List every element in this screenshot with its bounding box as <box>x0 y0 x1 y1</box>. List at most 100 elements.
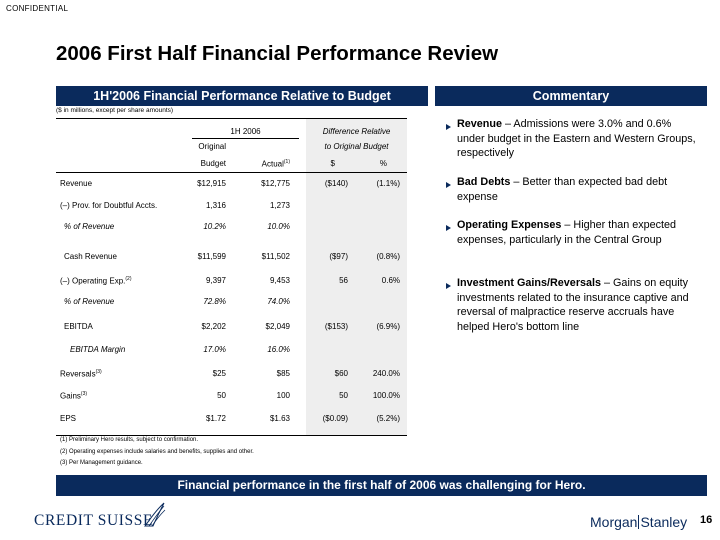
cell-pct: 100.0% <box>372 391 400 400</box>
footnote-1: (1) Preliminary Hero results, subject to… <box>60 437 199 443</box>
cell-actual: $85 <box>276 369 290 378</box>
row-label-ebitda-margin: EBITDA Margin <box>70 345 126 354</box>
cell-budget: 50 <box>217 391 226 400</box>
commentary-text: – Higher than expected expenses, particu… <box>457 219 677 246</box>
row-label-ebitda: EBITDA <box>64 322 93 331</box>
commentary-bold: Investment Gains/Reversals <box>457 277 602 289</box>
cell-pct: (1.1%) <box>376 179 400 188</box>
cell-budget: 1,316 <box>205 201 226 210</box>
table-section-header: 1H'2006 Financial Performance Relative t… <box>56 86 428 106</box>
commentary-bad-debts: Bad Debts – Better than expected bad deb… <box>457 175 697 204</box>
sail-icon <box>144 502 166 527</box>
row-label-sup: (3) <box>95 369 102 375</box>
cell-diff: 56 <box>339 276 348 285</box>
morgan-stanley-wordmark-b: Stanley <box>640 514 688 530</box>
cell-actual: $12,775 <box>261 179 290 188</box>
row-label-gains: Gains(3) <box>60 391 87 401</box>
cell-budget: 10.2% <box>203 222 226 231</box>
row-label-text: (–) Operating Exp. <box>60 276 126 286</box>
col-actual-label: Actual <box>261 159 284 169</box>
difference-column-shade <box>306 118 407 436</box>
cell-budget: 9,397 <box>205 276 226 285</box>
table-bottom-rule <box>56 435 407 436</box>
group-header: 1H 2006 <box>230 127 261 136</box>
cell-pct: 240.0% <box>372 369 400 378</box>
page-title: 2006 First Half Financial Performance Re… <box>56 42 499 65</box>
logo-divider <box>638 515 640 529</box>
col-original-line2: Budget <box>200 159 226 168</box>
confidential-label: CONFIDENTIAL <box>6 4 69 13</box>
commentary-bold: Operating Expenses <box>457 219 562 231</box>
cell-budget: $12,915 <box>197 179 226 188</box>
row-label-text: Gains <box>60 391 81 401</box>
commentary-text: – Admissions were 3.0% and 0.6% under bu… <box>457 118 696 160</box>
row-label-provision: (–) Prov. for Doubtful Accts. <box>60 201 158 210</box>
conclusion-banner: Financial performance in the first half … <box>56 475 707 496</box>
commentary-investment-gains: Investment Gains/Reversals – Gains on eq… <box>457 276 697 334</box>
cell-budget: 72.8% <box>203 297 226 306</box>
row-label-sup: (3) <box>80 391 88 397</box>
cell-pct: (5.2%) <box>376 414 400 423</box>
cell-pct: (0.8%) <box>376 252 400 261</box>
cell-budget: $25 <box>212 369 226 378</box>
commentary-text: – Gains on equity investments related to… <box>457 277 689 333</box>
units-note: ($ in millions, except per share amounts… <box>56 107 174 114</box>
diff-header-line2: to Original Budget <box>324 142 389 151</box>
cell-actual: 16.0% <box>267 345 290 354</box>
row-label-eps: EPS <box>60 414 77 423</box>
bullet-arrow-icon <box>446 225 451 231</box>
cell-diff: ($153) <box>324 322 348 331</box>
row-label-operating-exp: (–) Operating Exp.(2) <box>60 276 132 286</box>
cell-actual: $2,049 <box>265 322 290 331</box>
col-dollar-header: $ <box>330 159 335 168</box>
bullet-arrow-icon <box>446 182 451 188</box>
commentary-section-header: Commentary <box>435 86 707 106</box>
bullet-arrow-icon <box>446 124 451 130</box>
commentary-bold: Revenue <box>457 118 503 130</box>
row-label-cash-revenue: Cash Revenue <box>64 252 117 261</box>
col-pct-header: % <box>379 159 387 168</box>
diff-header-line1: Difference Relative <box>322 127 391 136</box>
col-original-line1: Original <box>198 142 226 151</box>
cell-actual: $11,502 <box>261 252 290 261</box>
credit-suisse-wordmark: CREDIT SUISSE <box>34 512 154 529</box>
cell-diff: $60 <box>334 369 348 378</box>
commentary-revenue: Revenue – Admissions were 3.0% and 0.6% … <box>457 117 697 161</box>
cell-diff: ($0.09) <box>322 414 348 423</box>
col-actual-sup: (1) <box>283 159 290 165</box>
commentary-bold: Bad Debts <box>457 176 511 188</box>
cell-diff: ($97) <box>329 252 348 261</box>
morgan-stanley-wordmark-a: Morgan <box>590 514 638 530</box>
row-label-reversals: Reversals(3) <box>60 369 102 379</box>
cell-diff: 50 <box>339 391 348 400</box>
cell-actual: 100 <box>276 391 290 400</box>
cell-budget: $11,599 <box>197 252 226 261</box>
cell-pct: (6.9%) <box>376 322 400 331</box>
cell-diff: ($140) <box>324 179 348 188</box>
credit-suisse-logo: CREDIT SUISSE <box>34 512 153 530</box>
cell-actual: 9,453 <box>269 276 290 285</box>
row-label-text: Reversals <box>60 369 96 379</box>
row-label-sup: (2) <box>125 276 132 282</box>
cell-budget: $2,202 <box>201 322 226 331</box>
cell-budget: $1.72 <box>205 414 226 423</box>
table-top-rule <box>56 118 407 119</box>
col-actual-header: Actual(1) <box>232 159 290 169</box>
group-header-rule <box>192 138 299 139</box>
bullet-arrow-icon <box>446 283 451 289</box>
cell-budget: 17.0% <box>203 345 226 354</box>
cell-actual: 74.0% <box>267 297 290 306</box>
commentary-text: – Better than expected bad debt expense <box>457 176 668 203</box>
morgan-stanley-logo: Morgan Stanley <box>590 514 687 530</box>
cell-actual: 1,273 <box>269 201 290 210</box>
footnote-2: (2) Operating expenses include salaries … <box>60 449 254 455</box>
cell-actual: 10.0% <box>267 222 290 231</box>
cell-actual: $1.63 <box>269 414 290 423</box>
commentary-operating-expenses: Operating Expenses – Higher than expecte… <box>457 218 697 247</box>
footnote-3: (3) Per Management guidance. <box>60 460 143 466</box>
cell-pct: 0.6% <box>381 276 400 285</box>
header-bottom-rule <box>56 172 407 173</box>
row-label-revenue: Revenue <box>60 179 93 188</box>
row-label-pct-revenue: % of Revenue <box>64 222 115 231</box>
page-number: 16 <box>700 514 713 526</box>
